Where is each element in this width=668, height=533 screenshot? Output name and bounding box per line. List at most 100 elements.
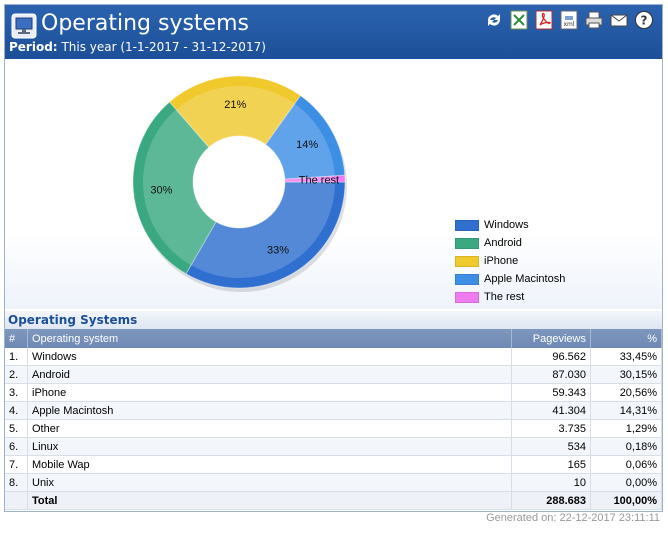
- table-row: 1. Windows 96.562 33,45%: [5, 348, 662, 366]
- slice-label-android: 30%: [150, 184, 172, 196]
- slice-iphone-highlight: [176, 86, 295, 148]
- cell-rank: 4.: [5, 401, 28, 420]
- toolbar: xml ?: [484, 10, 654, 30]
- legend-item-the-rest: The rest: [455, 288, 565, 306]
- cell-pageviews: 165: [511, 455, 591, 474]
- cell-os: Other: [27, 419, 512, 438]
- table-total-row: Total 288.683 100,00%: [5, 491, 662, 510]
- column-header-os[interactable]: Operating system: [27, 329, 512, 348]
- column-header-percent[interactable]: %: [590, 329, 662, 348]
- mail-icon[interactable]: [609, 10, 629, 30]
- legend-swatch: [455, 255, 479, 267]
- cell-os: iPhone: [27, 383, 512, 402]
- cell-pageviews: 534: [511, 437, 591, 456]
- cell-percent: 1,29%: [590, 419, 662, 438]
- slice-the-rest-highlight: [284, 175, 335, 182]
- cell-pageviews: 3.735: [511, 419, 591, 438]
- cell-percent: 30,15%: [590, 365, 662, 384]
- cell-total-label: Total: [27, 491, 512, 510]
- legend-item-iphone: iPhone: [455, 252, 565, 270]
- legend-label: Apple Macintosh: [484, 273, 566, 285]
- cell-rank: 8.: [5, 473, 28, 492]
- cell-pageviews: 10: [511, 473, 591, 492]
- cell-pageviews: 59.343: [511, 383, 591, 402]
- legend-swatch: [455, 273, 479, 285]
- cell-percent: 0,00%: [590, 473, 662, 492]
- cell-percent: 0,06%: [590, 455, 662, 474]
- table-row: 2. Android 87.030 30,15%: [5, 365, 662, 384]
- generated-value: 22-12-2017 23:11:11: [559, 512, 660, 524]
- slice-label-apple-macintosh: 14%: [296, 139, 318, 151]
- cell-rank: 7.: [5, 455, 28, 474]
- period-label: Period:: [9, 40, 58, 54]
- pdf-icon[interactable]: [534, 10, 554, 30]
- cell-pageviews: 96.562: [511, 348, 591, 366]
- cell-os: Android: [27, 365, 512, 384]
- legend-item-windows: Windows: [455, 216, 565, 234]
- slice-apple-macintosh-highlight: [265, 103, 335, 180]
- table-row: 6. Linux 534 0,18%: [5, 437, 662, 456]
- cell-rank: 3.: [5, 383, 28, 402]
- table-header-row: # Operating system Pageviews %: [5, 329, 662, 348]
- slice-label-the-rest: The rest: [299, 174, 339, 186]
- page-title: Operating systems: [41, 11, 249, 36]
- chart-legend: Windows Android iPhone Apple Macintosh T…: [455, 216, 565, 306]
- cell-pageviews: 87.030: [511, 365, 591, 384]
- cell-rank: 1.: [5, 348, 28, 366]
- xml-icon[interactable]: xml: [559, 10, 579, 30]
- cell-pageviews: 41.304: [511, 401, 591, 420]
- table-row: 5. Other 3.735 1,29%: [5, 419, 662, 438]
- refresh-icon[interactable]: [484, 10, 504, 30]
- os-table: # Operating system Pageviews % 1. Window…: [5, 329, 662, 510]
- report-panel: Operating systems Period: This year (1-1…: [4, 4, 663, 512]
- generated-label: Generated on:: [486, 512, 557, 524]
- help-icon[interactable]: ?: [634, 10, 654, 30]
- slice-label-iphone: 21%: [224, 99, 246, 111]
- column-header-rank[interactable]: #: [5, 329, 28, 348]
- section-title: Operating Systems: [5, 311, 662, 329]
- table-row: 4. Apple Macintosh 41.304 14,31%: [5, 401, 662, 420]
- cell-percent: 0,18%: [590, 437, 662, 456]
- generated-info: Generated on: 22-12-2017 23:11:11: [486, 512, 660, 524]
- pie-chart: 33% 30% 21% 14% The rest: [132, 75, 347, 292]
- report-header: Operating systems Period: This year (1-1…: [5, 5, 662, 59]
- legend-label: Windows: [484, 219, 529, 231]
- monitor-icon: [11, 13, 37, 39]
- column-header-pageviews[interactable]: Pageviews: [511, 329, 591, 348]
- period-value: This year (1-1-2017 - 31-12-2017): [61, 40, 266, 54]
- slice-label-windows: 33%: [267, 245, 289, 257]
- slice-android-highlight: [143, 109, 216, 266]
- legend-item-android: Android: [455, 234, 565, 252]
- slice-windows-highlight: [191, 182, 335, 278]
- cell-os: Windows: [27, 348, 512, 366]
- cell-os: Unix: [27, 473, 512, 492]
- table-row: 8. Unix 10 0,00%: [5, 473, 662, 492]
- cell-os: Linux: [27, 437, 512, 456]
- table-row: 7. Mobile Wap 165 0,06%: [5, 455, 662, 474]
- cell-rank: [5, 491, 28, 510]
- cell-rank: 2.: [5, 365, 28, 384]
- cell-total-percent: 100,00%: [590, 491, 662, 510]
- legend-swatch: [455, 291, 479, 303]
- excel-icon[interactable]: [509, 10, 529, 30]
- cell-percent: 14,31%: [590, 401, 662, 420]
- cell-rank: 6.: [5, 437, 28, 456]
- donut-hole: [193, 136, 285, 228]
- chart-area: 33% 30% 21% 14% The rest Windows Android iPh…: [5, 59, 662, 309]
- table-row: 3. iPhone 59.343 20,56%: [5, 383, 662, 402]
- cell-os: Apple Macintosh: [27, 401, 512, 420]
- legend-label: iPhone: [484, 255, 519, 267]
- svg-text:?: ?: [641, 14, 648, 28]
- legend-swatch: [455, 219, 479, 231]
- cell-percent: 33,45%: [590, 348, 662, 366]
- cell-percent: 20,56%: [590, 383, 662, 402]
- svg-text:xml: xml: [563, 21, 574, 28]
- print-icon[interactable]: [584, 10, 604, 30]
- legend-item-apple-macintosh: Apple Macintosh: [455, 270, 565, 288]
- cell-rank: 5.: [5, 419, 28, 438]
- cell-os: Mobile Wap: [27, 455, 512, 474]
- legend-swatch: [455, 237, 479, 249]
- period-info: Period: This year (1-1-2017 - 31-12-2017…: [9, 40, 266, 54]
- legend-label: Android: [484, 237, 522, 249]
- cell-total-pageviews: 288.683: [511, 491, 591, 510]
